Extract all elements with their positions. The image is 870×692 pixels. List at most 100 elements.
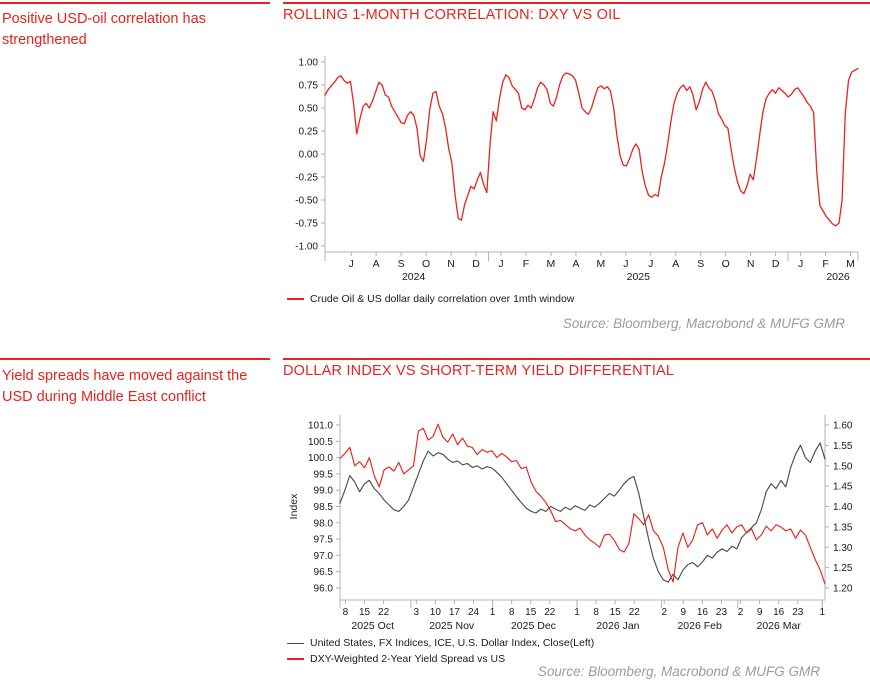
svg-text:-0.75: -0.75 [295, 219, 318, 230]
svg-text:A: A [672, 258, 679, 270]
svg-text:2026 Feb: 2026 Feb [677, 620, 722, 632]
section1-chart-title: ROLLING 1-MONTH CORRELATION: DXY VS OIL [283, 7, 621, 23]
svg-text:J: J [648, 258, 653, 270]
section2-source: Source: Bloomberg, Macrobond & MUFG GMR [537, 664, 820, 679]
svg-text:D: D [472, 258, 480, 270]
gray-line-swatch-icon [287, 642, 304, 644]
svg-text:1.30: 1.30 [833, 543, 853, 554]
svg-text:A: A [572, 258, 579, 270]
section2-chart-title: DOLLAR INDEX VS SHORT-TERM YIELD DIFFERE… [283, 363, 675, 379]
svg-text:0.00: 0.00 [299, 150, 319, 161]
svg-text:100.5: 100.5 [308, 437, 333, 448]
svg-text:15: 15 [359, 607, 371, 618]
legend-label: Crude Oil & US dollar daily correlation … [310, 293, 575, 305]
svg-text:N: N [447, 258, 455, 270]
svg-text:2025 Nov: 2025 Nov [429, 620, 475, 632]
svg-text:1: 1 [574, 607, 580, 618]
svg-text:Index: Index [288, 493, 300, 519]
svg-text:O: O [422, 258, 430, 270]
svg-text:16: 16 [697, 607, 709, 618]
svg-text:J: J [498, 258, 503, 270]
svg-text:2026 Mar: 2026 Mar [757, 620, 802, 632]
section2-legend: United States, FX Indices, ICE, U.S. Dol… [287, 637, 594, 669]
svg-text:-0.25: -0.25 [295, 173, 318, 184]
svg-text:96.0: 96.0 [314, 584, 334, 595]
svg-text:M: M [547, 258, 556, 270]
svg-text:99.0: 99.0 [314, 486, 334, 497]
svg-text:9: 9 [757, 607, 763, 618]
svg-text:1.60: 1.60 [833, 421, 853, 432]
svg-text:8: 8 [593, 607, 599, 618]
svg-text:16: 16 [773, 607, 785, 618]
svg-text:1: 1 [819, 607, 825, 618]
red-line-swatch-icon [287, 298, 304, 300]
section1-legend: Crude Oil & US dollar daily correlation … [287, 293, 574, 309]
svg-text:1.00: 1.00 [299, 58, 319, 69]
svg-text:1.20: 1.20 [833, 584, 853, 595]
red-line-swatch-icon [287, 658, 304, 660]
svg-text:2: 2 [738, 607, 744, 618]
svg-text:22: 22 [378, 607, 390, 618]
legend-label: DXY-Weighted 2-Year Yield Spread vs US [310, 653, 506, 665]
svg-text:S: S [398, 258, 405, 270]
svg-text:D: D [772, 258, 780, 270]
svg-text:2026: 2026 [826, 271, 850, 283]
svg-text:23: 23 [716, 607, 728, 618]
svg-text:2026 Jan: 2026 Jan [596, 620, 639, 632]
svg-text:10: 10 [430, 607, 442, 618]
svg-text:O: O [722, 258, 730, 270]
svg-text:-1.00: -1.00 [295, 242, 318, 253]
svg-text:A: A [373, 258, 380, 270]
section1-source: Source: Bloomberg, Macrobond & MUFG GMR [562, 316, 845, 331]
svg-text:1.40: 1.40 [833, 502, 853, 513]
svg-text:1.45: 1.45 [833, 482, 853, 493]
svg-text:1.50: 1.50 [833, 461, 853, 472]
section2-right-rule [283, 358, 870, 360]
svg-text:8: 8 [509, 607, 515, 618]
svg-text:24: 24 [468, 607, 480, 618]
svg-text:0.75: 0.75 [299, 81, 319, 92]
svg-text:2024: 2024 [402, 271, 426, 283]
svg-text:96.5: 96.5 [314, 567, 334, 578]
svg-text:N: N [747, 258, 755, 270]
svg-text:22: 22 [629, 607, 641, 618]
section1-note: Positive USD-oil correlation has strengt… [2, 11, 206, 49]
svg-text:F: F [822, 258, 828, 270]
svg-text:2025: 2025 [627, 271, 651, 283]
svg-text:1.35: 1.35 [833, 522, 853, 533]
svg-text:J: J [623, 258, 628, 270]
svg-text:8: 8 [343, 607, 349, 618]
svg-text:2025 Dec: 2025 Dec [511, 620, 556, 632]
svg-text:S: S [697, 258, 704, 270]
section2-note: Yield spreads have moved against the USD… [2, 368, 248, 406]
dollar-index-chart: 101.0 100.5 100.0 99.5 99.0 98.5 98.0 97.5 97.0 9… [288, 415, 853, 632]
svg-text:1.55: 1.55 [833, 441, 853, 452]
svg-text:97.5: 97.5 [314, 535, 334, 546]
svg-text:M: M [846, 258, 855, 270]
legend-label: United States, FX Indices, ICE, U.S. Dol… [310, 637, 595, 649]
svg-text:9: 9 [681, 607, 687, 618]
svg-text:1.25: 1.25 [833, 563, 853, 574]
svg-text:101.0: 101.0 [308, 421, 333, 432]
svg-text:2: 2 [661, 607, 667, 618]
section2-left-rule [0, 358, 270, 360]
svg-text:2025 Oct: 2025 Oct [351, 620, 394, 632]
svg-text:23: 23 [792, 607, 804, 618]
svg-text:-0.50: -0.50 [295, 196, 318, 207]
svg-text:J: J [798, 258, 803, 270]
svg-text:22: 22 [544, 607, 556, 618]
svg-text:3: 3 [414, 607, 420, 618]
svg-text:15: 15 [525, 607, 537, 618]
legend-item: Crude Oil & US dollar daily correlation … [287, 293, 574, 305]
svg-text:1: 1 [490, 607, 496, 618]
svg-text:M: M [596, 258, 605, 270]
svg-text:99.5: 99.5 [314, 469, 334, 480]
svg-text:98.5: 98.5 [314, 502, 334, 513]
svg-text:J: J [349, 258, 354, 270]
svg-text:F: F [523, 258, 529, 270]
legend-item: United States, FX Indices, ICE, U.S. Dol… [287, 637, 594, 649]
section1-left-rule [0, 2, 270, 4]
svg-text:97.0: 97.0 [314, 551, 334, 562]
correlation-chart: 1.00 0.75 0.50 0.25 0.00 -0.25 -0.50 -0.75 -1.00… [295, 56, 859, 283]
svg-text:0.50: 0.50 [299, 104, 319, 115]
